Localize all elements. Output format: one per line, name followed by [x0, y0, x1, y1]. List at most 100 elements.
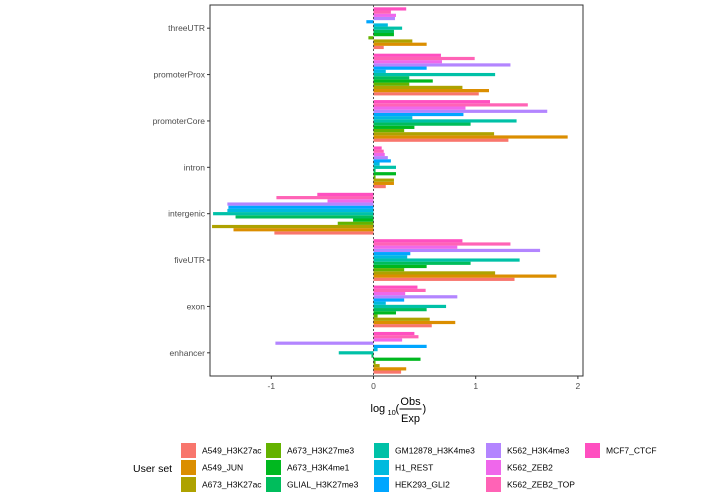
bar-enhancer-HEK293_GLI2: [373, 344, 427, 348]
bar-enhancer-K562_ZEB2: [373, 338, 403, 342]
bar-exon-A549_JUN: [373, 320, 456, 325]
bar-promoterCore-A673_H3K27ac: [373, 132, 495, 136]
x-tick-label-1: 1: [473, 381, 478, 391]
legend-label-H1_REST: H1_REST: [395, 463, 433, 473]
bar-threeUTR-A673_H3K27me3: [368, 36, 374, 40]
legend-key-K562_ZEB2: [486, 460, 501, 475]
y-axis: threeUTR promoterProx promoterCore intron in…: [153, 23, 210, 358]
bar-enhancer-GLIAL_H3K27me3: [371, 354, 374, 358]
bar-fiveUTR-K562_H3K4me3: [373, 248, 541, 253]
bar-promoterProx-H1_REST: [373, 69, 386, 73]
bar-enhancer-A673_H3K4me1: [373, 357, 421, 361]
bar-intron-GM12878_H3K4me3: [373, 165, 396, 169]
bar-intergenic-K562_ZEB2: [327, 199, 374, 203]
y-tick-label-intron: intron: [184, 162, 206, 172]
bar-exon-K562_ZEB2: [373, 291, 406, 296]
bar-intergenic-A673_H3K4me1: [353, 218, 374, 222]
bar-fiveUTR-A549_H3K27ac: [373, 277, 515, 281]
y-tick-label-enhancer: enhancer: [170, 348, 206, 358]
bar-promoterCore-A673_H3K27me3: [373, 128, 405, 133]
legend-label-GLIAL_H3K27me3: GLIAL_H3K27me3: [287, 480, 359, 490]
bar-intron-K562_H3K4me3: [373, 156, 388, 160]
bar-fiveUTR-MCF7_CTCF: [373, 239, 463, 243]
bar-intergenic-MCF7_CTCF: [317, 192, 374, 197]
bar-intergenic-A549_JUN: [233, 228, 374, 232]
y-tick-label-promoterProx: promoterProx: [154, 70, 206, 80]
bar-enhancer-MCF7_CTCF: [373, 331, 415, 336]
bar-intergenic-H1_REST: [227, 208, 374, 213]
legend-label-MCF7_CTCF: MCF7_CTCF: [606, 446, 657, 456]
x-axis-label-numerator: Obs: [400, 396, 421, 408]
bar-intergenic-A549_H3K27ac: [274, 231, 374, 235]
bar-threeUTR-GLIAL_H3K27me3: [373, 29, 394, 33]
legend-label-A673_H3K27ac: A673_H3K27ac: [202, 480, 262, 490]
bar-intron-H1_REST: [373, 162, 380, 166]
legend-label-HEK293_GLI2: HEK293_GLI2: [395, 480, 450, 490]
bar-exon-HEK293_GLI2: [373, 298, 405, 302]
bar-intergenic-K562_ZEB2_TOP: [276, 196, 374, 200]
bar-threeUTR-K562_ZEB2: [373, 13, 396, 17]
bar-promoterProx-MCF7_CTCF: [373, 53, 441, 57]
bar-enhancer-A673_H3K27me3: [373, 360, 376, 365]
bar-intron-A549_H3K27ac: [373, 184, 386, 189]
bar-exon-GLIAL_H3K27me3: [373, 308, 427, 312]
x-tick-label--1: -1: [268, 381, 276, 391]
legend-key-HEK293_GLI2: [374, 477, 389, 492]
bar-intron-GLIAL_H3K27me3: [373, 168, 376, 173]
bar-exon-H1_REST: [373, 301, 386, 305]
bar-enhancer-A549_H3K27ac: [373, 370, 402, 374]
bar-promoterProx-A549_H3K27ac: [373, 92, 479, 96]
legend-label-A549_H3K27ac: A549_H3K27ac: [202, 446, 262, 456]
x-axis-label-close-paren: ): [423, 403, 427, 415]
legend-key-A673_H3K27me3: [266, 443, 281, 458]
bar-exon-GM12878_H3K4me3: [373, 304, 447, 309]
legend-key-A549_H3K27ac: [181, 443, 196, 458]
bar-intergenic-GM12878_H3K4me3: [213, 212, 374, 216]
x-axis-label: log 10 ( Obs Exp ): [371, 396, 427, 425]
legend-label-K562_H3K4me3: K562_H3K4me3: [507, 446, 570, 456]
bar-exon-K562_ZEB2_TOP: [373, 288, 426, 292]
bar-promoterCore-K562_ZEB2_TOP: [373, 103, 528, 107]
y-tick-label-threeUTR: threeUTR: [168, 23, 205, 33]
legend-key-GM12878_H3K4me3: [374, 443, 389, 458]
y-tick-label-intergenic: intergenic: [168, 209, 206, 219]
bar-enhancer-A549_JUN: [373, 367, 407, 371]
bar-fiveUTR-A549_JUN: [373, 274, 557, 278]
bar-promoterCore-A549_H3K27ac: [373, 138, 509, 142]
x-axis-label-denominator: Exp: [401, 413, 420, 425]
bar-enhancer-K562_H3K4me3: [275, 341, 374, 345]
legend-label-K562_ZEB2_TOP: K562_ZEB2_TOP: [507, 480, 575, 490]
bar-fiveUTR-H1_REST: [373, 255, 408, 259]
bar-threeUTR-HEK293_GLI2: [366, 20, 374, 24]
bar-promoterCore-A549_JUN: [373, 135, 568, 139]
legend-key-A673_H3K4me1: [266, 460, 281, 475]
bar-exon-K562_H3K4me3: [373, 295, 458, 299]
bar-threeUTR-K562_H3K4me3: [373, 16, 395, 21]
legend-label-A673_H3K4me1: A673_H3K4me1: [287, 463, 350, 473]
bar-promoterProx-K562_H3K4me3: [373, 63, 511, 67]
legend-title: User set: [133, 463, 172, 475]
bar-threeUTR-A673_H3K4me1: [373, 33, 394, 37]
bar-intron-MCF7_CTCF: [373, 146, 382, 150]
bar-intergenic-GLIAL_H3K27me3: [235, 215, 374, 219]
bar-enhancer-K562_ZEB2_TOP: [373, 335, 419, 339]
bar-intron-A673_H3K27me3: [373, 175, 376, 179]
legend-key-K562_H3K4me3: [486, 443, 501, 458]
bar-intron-A673_H3K4me1: [373, 172, 396, 176]
legend-key-GLIAL_H3K27me3: [266, 477, 281, 492]
bar-promoterCore-HEK293_GLI2: [373, 112, 464, 117]
bar-exon-A673_H3K27ac: [373, 317, 430, 321]
bar-promoterProx-GLIAL_H3K27me3: [373, 76, 410, 80]
bar-threeUTR-GM12878_H3K4me3: [373, 26, 403, 30]
bar-enhancer-H1_REST: [373, 348, 378, 352]
legend-label-A549_JUN: A549_JUN: [202, 463, 243, 473]
y-tick-label-exon: exon: [187, 301, 206, 311]
bar-promoterCore-A673_H3K4me1: [373, 125, 415, 129]
bar-threeUTR-K562_ZEB2_TOP: [373, 10, 391, 14]
bar-intergenic-K562_H3K4me3: [227, 202, 374, 206]
bar-intron-K562_ZEB2: [373, 152, 385, 157]
bar-promoterProx-GM12878_H3K4me3: [373, 72, 496, 77]
legend: User set A549_H3K27ac A549_JUN A673_H3K27a…: [133, 443, 657, 492]
bar-promoterCore-GM12878_H3K4me3: [373, 119, 517, 123]
bar-intron-A549_JUN: [373, 181, 394, 185]
